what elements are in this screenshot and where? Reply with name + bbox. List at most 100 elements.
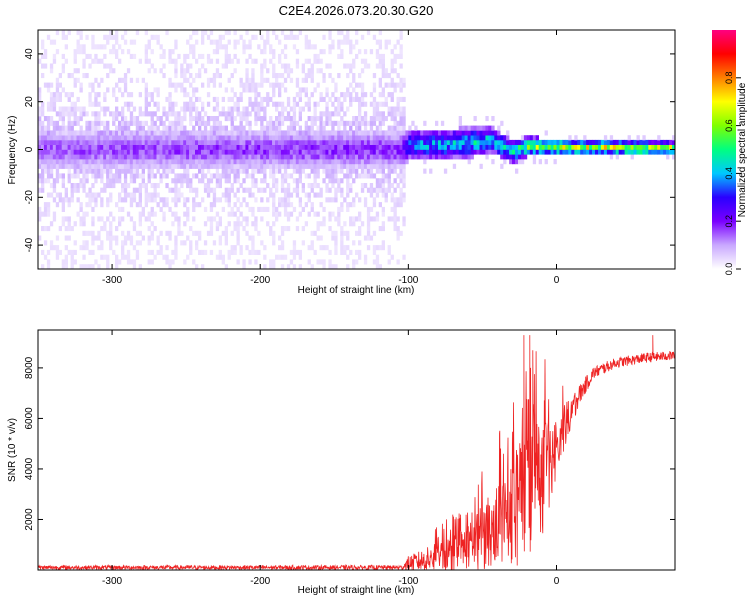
heatmap-cell xyxy=(319,192,323,198)
heatmap-cell xyxy=(313,154,317,160)
heatmap-cell xyxy=(272,259,276,265)
heatmap-cell xyxy=(118,135,122,141)
heatmap-cell xyxy=(198,149,202,155)
heatmap-cell xyxy=(195,106,199,112)
heatmap-cell xyxy=(532,139,537,145)
heatmap-cell xyxy=(307,211,311,217)
heatmap-cell xyxy=(76,30,80,36)
heatmap-cell xyxy=(369,120,374,126)
heatmap-cell xyxy=(212,240,217,246)
heatmap-cell xyxy=(411,139,415,145)
heatmap-cell xyxy=(358,135,362,141)
heatmap-cell xyxy=(283,34,288,40)
heatmap-cell xyxy=(251,68,255,74)
heatmap-cell xyxy=(506,149,510,155)
heatmap-cell xyxy=(100,120,104,126)
heatmap-cell xyxy=(88,144,92,150)
heatmap-cell xyxy=(251,87,255,93)
heatmap-cell xyxy=(618,139,622,145)
heatmap-cell xyxy=(289,192,294,198)
heatmap-cell xyxy=(396,173,400,179)
heatmap-cell xyxy=(201,168,205,174)
heatmap-cell xyxy=(372,130,377,136)
heatmap-cell xyxy=(645,149,649,155)
heatmap-cell xyxy=(198,144,202,150)
heatmap-cell xyxy=(195,159,199,165)
heatmap-cell xyxy=(402,192,406,198)
heatmap-cell xyxy=(372,245,377,251)
heatmap-cell xyxy=(224,187,228,193)
heatmap-cell xyxy=(115,226,119,232)
heatmap-cell xyxy=(198,159,202,165)
heatmap-cell xyxy=(82,111,86,117)
heatmap-cell xyxy=(192,144,196,150)
heatmap-cell xyxy=(360,159,365,165)
heatmap-cell xyxy=(254,197,258,203)
heatmap-cell xyxy=(319,58,323,64)
heatmap-cell xyxy=(91,197,95,203)
heatmap-cell xyxy=(236,139,240,145)
heatmap-cell xyxy=(366,245,371,251)
heatmap-cell xyxy=(52,144,57,150)
heatmap-cell xyxy=(49,120,54,126)
heatmap-cell xyxy=(266,206,270,212)
heatmap-cell xyxy=(94,178,98,184)
heatmap-cell xyxy=(283,154,288,160)
heatmap-cell xyxy=(162,163,166,169)
heatmap-cell xyxy=(233,249,237,255)
heatmap-cell xyxy=(372,230,377,236)
heatmap-cell xyxy=(227,106,231,112)
heatmap-cell xyxy=(283,254,288,260)
heatmap-cell xyxy=(186,101,190,107)
heatmap-cell xyxy=(411,120,415,126)
heatmap-cell xyxy=(159,249,163,255)
heatmap-cell xyxy=(360,149,365,155)
heatmap-cell xyxy=(165,139,169,145)
heatmap-cell xyxy=(46,106,51,112)
heatmap-cell xyxy=(162,63,166,69)
heatmap-cell xyxy=(491,149,495,155)
heatmap-cell xyxy=(227,178,231,184)
heatmap-cell xyxy=(399,144,403,150)
heatmap-cell xyxy=(346,163,350,169)
heatmap-cell xyxy=(381,240,385,246)
heatmap-cell xyxy=(352,240,356,246)
heatmap-cell xyxy=(183,92,187,98)
heatmap-cell xyxy=(186,144,190,150)
heatmap-cell xyxy=(366,173,371,179)
heatmap-cell xyxy=(286,187,291,193)
heatmap-cell xyxy=(355,163,359,169)
heatmap-cell xyxy=(346,120,350,126)
heatmap-cell xyxy=(322,149,326,155)
heatmap-cell xyxy=(248,120,252,126)
heatmap-cell xyxy=(58,163,62,169)
heatmap-cell xyxy=(153,183,157,189)
heatmap-cell xyxy=(177,111,181,117)
heatmap-cell xyxy=(79,44,83,50)
heatmap-cell xyxy=(254,101,258,107)
heatmap-cell xyxy=(43,178,48,184)
heatmap-cell xyxy=(541,139,545,145)
heatmap-cell xyxy=(224,111,228,117)
heatmap-cell xyxy=(307,68,311,74)
heatmap-cell xyxy=(106,159,110,165)
snr-series xyxy=(38,335,675,570)
heatmap-cell xyxy=(532,149,537,155)
heatmap-cell xyxy=(352,264,356,269)
heatmap-cell xyxy=(286,125,291,131)
heatmap-cell xyxy=(278,120,282,126)
heatmap-cell xyxy=(396,125,400,131)
heatmap-cell xyxy=(393,106,397,112)
heatmap-cell xyxy=(135,159,140,165)
heatmap-cell xyxy=(129,154,134,160)
heatmap-cell xyxy=(283,202,288,208)
heatmap-cell xyxy=(298,163,302,169)
heatmap-cell xyxy=(378,245,382,251)
heatmap-cell xyxy=(55,249,60,255)
heatmap-cell xyxy=(227,53,231,59)
heatmap-cell xyxy=(203,120,208,126)
heatmap-cell xyxy=(41,226,45,232)
heatmap-cell xyxy=(349,149,353,155)
heatmap-cell xyxy=(70,183,74,189)
heatmap-cell xyxy=(91,206,95,212)
